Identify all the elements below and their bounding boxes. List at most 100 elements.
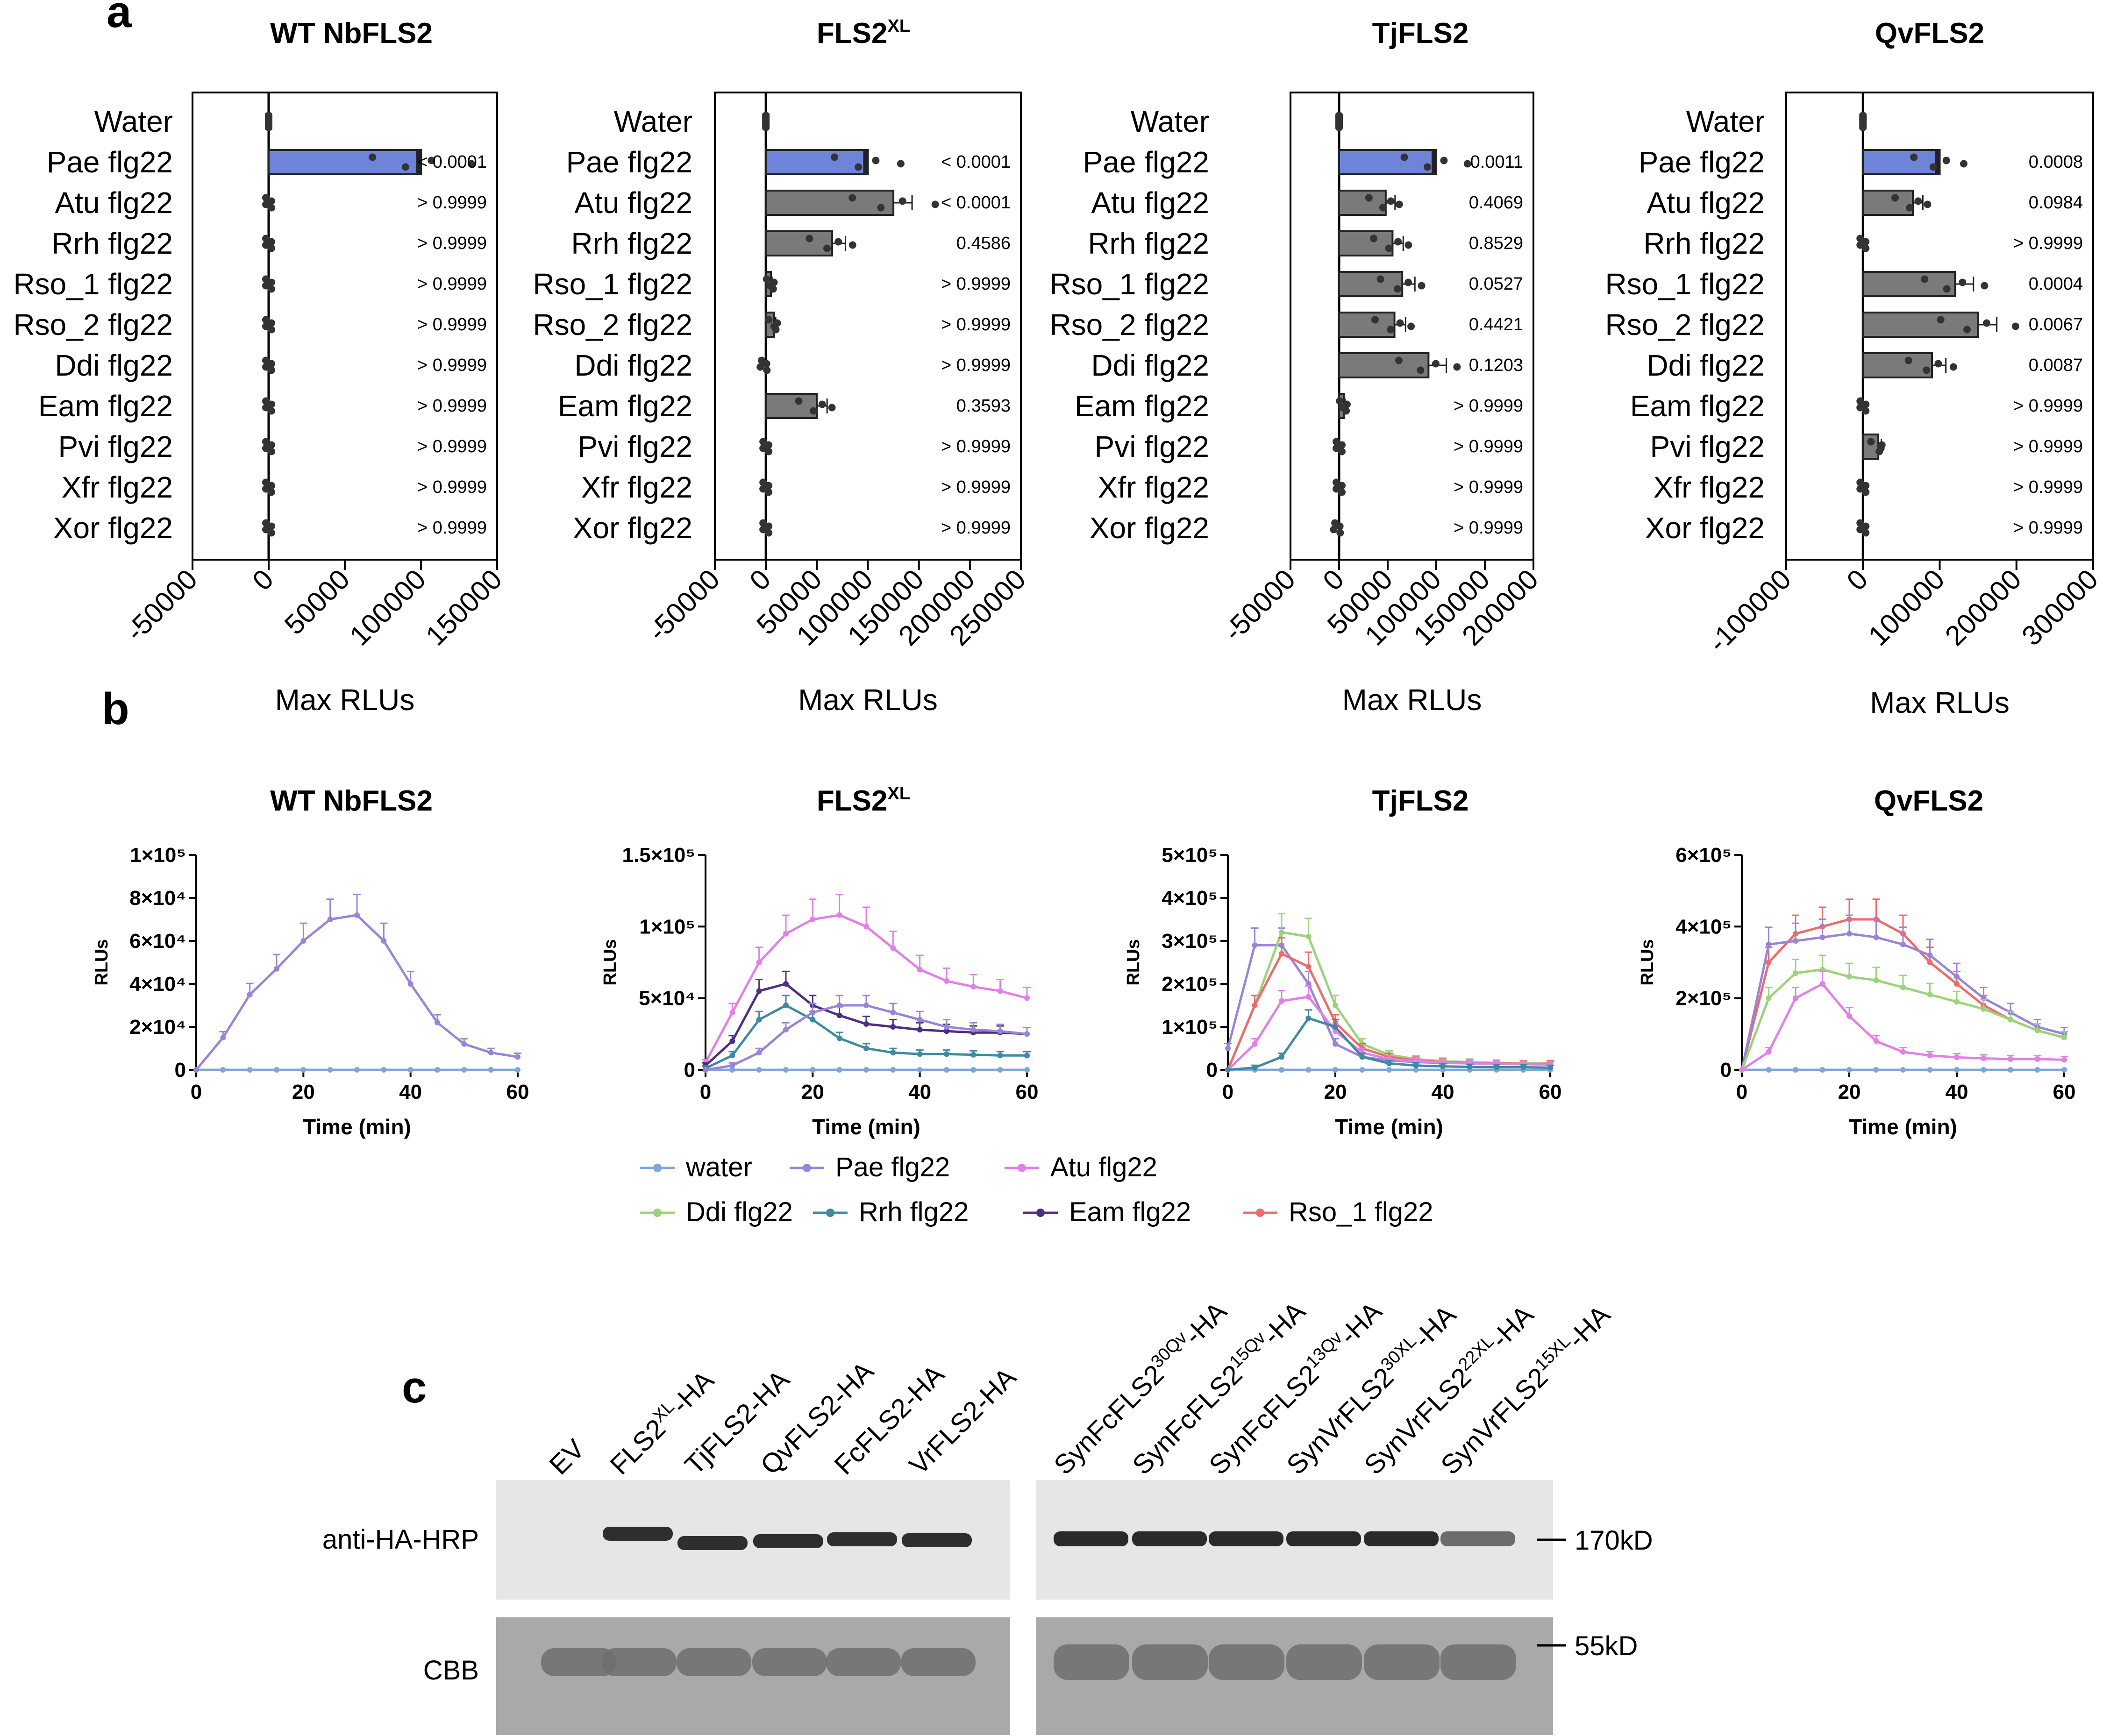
- data-point: [262, 200, 270, 208]
- x-tick-label: 20: [292, 1081, 315, 1103]
- x-tick-label: -100000: [1702, 563, 1797, 658]
- chart-title: WT NbFLS2: [270, 17, 433, 50]
- series-pae: [193, 893, 521, 1073]
- y-tick-label: 1×10⁵: [1162, 1016, 1218, 1039]
- category-label: Xor flg22: [53, 511, 173, 545]
- legend-swatch-marker: [1036, 1209, 1045, 1217]
- series-point: [1024, 1053, 1030, 1059]
- series-point: [1873, 977, 1879, 983]
- p-value: 0.8529: [1469, 234, 1523, 253]
- data-point: [1387, 197, 1395, 205]
- data-point: [1856, 397, 1864, 405]
- data-point: [268, 366, 275, 374]
- data-point: [262, 444, 270, 452]
- data-point: [262, 275, 270, 283]
- series-rrh: [702, 995, 1031, 1071]
- category-label: Xfr flg22: [62, 470, 173, 504]
- p-value: 0.0984: [2029, 193, 2083, 213]
- series-point: [1900, 1067, 1906, 1073]
- p-value: 0.0011: [1470, 152, 1523, 172]
- category-label: Xor flg22: [573, 511, 692, 545]
- series-point: [1252, 1065, 1258, 1071]
- series-point: [300, 1067, 307, 1073]
- category-label: Pae flg22: [1083, 145, 1209, 179]
- x-tick-label: 20: [801, 1081, 824, 1103]
- series-point: [810, 1010, 816, 1016]
- data-point: [1463, 160, 1471, 168]
- data-point: [1959, 278, 1967, 286]
- series-line: [704, 914, 1027, 1063]
- series-point: [1252, 942, 1258, 948]
- series-point: [1279, 929, 1284, 935]
- series-point: [1305, 994, 1312, 1000]
- bar: [1338, 271, 1404, 297]
- category-label: Water: [1686, 105, 1765, 138]
- series-line: [195, 914, 518, 1071]
- bar: [1338, 190, 1387, 216]
- legend-swatch-marker: [653, 1209, 662, 1217]
- series-point: [1954, 999, 1960, 1005]
- bar: [1338, 352, 1430, 378]
- data-point: [1440, 157, 1448, 164]
- bar: [268, 149, 422, 175]
- series-point: [193, 1067, 199, 1073]
- series-point: [1954, 974, 1960, 980]
- data-point: [1949, 363, 1957, 371]
- bar: [1862, 271, 1956, 297]
- data-point: [1934, 360, 1942, 368]
- series-point: [756, 960, 762, 965]
- time-course-2: FLS2XL 0 5×10⁴ 1×10⁵ 1.5×10⁵ 0 20 40 60 Time (min…: [600, 784, 1038, 1139]
- data-point: [262, 235, 270, 242]
- data-point: [763, 360, 770, 368]
- category-label: Water: [614, 105, 692, 138]
- data-point: [1862, 488, 1870, 496]
- x-tick-label: 60: [2053, 1081, 2076, 1103]
- data-point: [262, 478, 270, 486]
- p-value: > 0.9999: [417, 396, 487, 416]
- row-label-anti-ha: anti-HA-HRP: [322, 1524, 479, 1555]
- series-point: [890, 945, 896, 951]
- category-label: Ddi flg22: [574, 349, 692, 382]
- data-point: [1400, 153, 1408, 161]
- series-point: [1279, 998, 1284, 1004]
- category-label: Atu flg22: [1647, 186, 1765, 220]
- series-water: [1739, 1067, 2067, 1073]
- data-point: [262, 485, 270, 493]
- data-point: [1333, 444, 1340, 452]
- bar-water: [762, 112, 770, 131]
- chart-title: QvFLS2: [1875, 17, 1984, 50]
- data-point: [1862, 482, 1870, 490]
- y-tick-label: 6×10⁴: [129, 930, 186, 953]
- x-tick-label: 100000: [343, 563, 432, 652]
- series-point: [970, 1027, 977, 1033]
- p-value: > 0.9999: [941, 315, 1011, 334]
- series-point: [1846, 974, 1852, 980]
- series-point: [1467, 1064, 1473, 1070]
- data-point: [262, 526, 270, 534]
- time-course-3: TjFLS2 0 1×10⁵ 2×10⁵ 3×10⁵ 4×10⁵ 5×10⁵ 0 20 40 60 T…: [1124, 785, 1561, 1139]
- chart-title: WT NbFLS2: [270, 785, 433, 817]
- series-point: [247, 1067, 253, 1073]
- data-point: [268, 441, 275, 449]
- p-value: > 0.9999: [417, 234, 487, 253]
- series-point: [917, 1051, 923, 1057]
- bar: [765, 393, 818, 419]
- bar: [765, 149, 869, 175]
- row-label-cbb: CBB: [423, 1655, 479, 1686]
- series-point: [461, 1067, 467, 1073]
- series-line: [705, 1004, 1027, 1070]
- data-point: [831, 153, 838, 161]
- series-point: [970, 984, 977, 990]
- p-value: > 0.9999: [941, 274, 1011, 294]
- series-point: [381, 1067, 387, 1073]
- x-axis-label: Max RLUs: [798, 683, 938, 717]
- data-point: [834, 238, 842, 246]
- legend-item: Eam flg22: [1023, 1197, 1191, 1227]
- x-tick-label: 40: [908, 1081, 931, 1103]
- data-point: [1365, 194, 1373, 202]
- data-point: [268, 448, 275, 455]
- series-point: [1252, 1041, 1258, 1047]
- category-label: Pvi flg22: [58, 430, 173, 463]
- category-label: Water: [94, 105, 173, 138]
- legend-swatch-marker: [653, 1164, 662, 1172]
